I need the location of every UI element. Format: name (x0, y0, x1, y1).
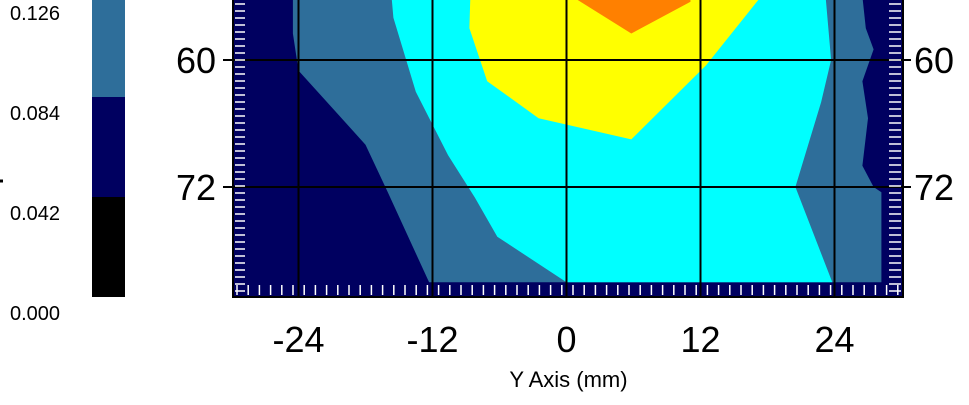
x-axis-title: Y Axis (mm) (509, 367, 627, 392)
x-tick-labels: -24 -12 0 12 24 (272, 319, 854, 360)
y-tick-label: 60 (914, 40, 954, 81)
y-tick-labels: 60 72 (176, 40, 216, 208)
x-tick-label: 12 (680, 319, 720, 360)
y-tick-label: 72 (914, 167, 954, 208)
contour-region (469, 0, 759, 140)
plot-area (223, 0, 911, 298)
colorbar-label: 0.042 (10, 203, 60, 225)
x-tick-label: -24 (272, 319, 324, 360)
x-tick-label: 24 (814, 319, 854, 360)
y-tick-label: 72 (176, 167, 216, 208)
colorbar-label: 0.126 (10, 3, 60, 25)
colorbar-swatch (92, 0, 125, 97)
colorbar-swatch (92, 97, 125, 197)
y-tick-labels-right: 60 72 (914, 40, 954, 208)
contour-region (577, 0, 691, 34)
colorbar-label: 0.084 (10, 103, 60, 125)
right-tick-marks (889, 3, 901, 292)
colorbar: 0.000 0.042 0.084 0.126 (10, 0, 125, 325)
x-tick-label: 0 (556, 319, 576, 360)
bottom-tick-marks (236, 285, 899, 295)
plot-frame (232, 0, 904, 298)
y-tick-label: 60 (176, 40, 216, 81)
gridlines (223, 0, 911, 297)
left-tick-marks (235, 3, 245, 292)
x-tick-label: -12 (406, 319, 458, 360)
contour-regions (292, 0, 882, 283)
colorbar-swatch (92, 197, 125, 297)
colorbar-label: 0.000 (10, 303, 60, 325)
